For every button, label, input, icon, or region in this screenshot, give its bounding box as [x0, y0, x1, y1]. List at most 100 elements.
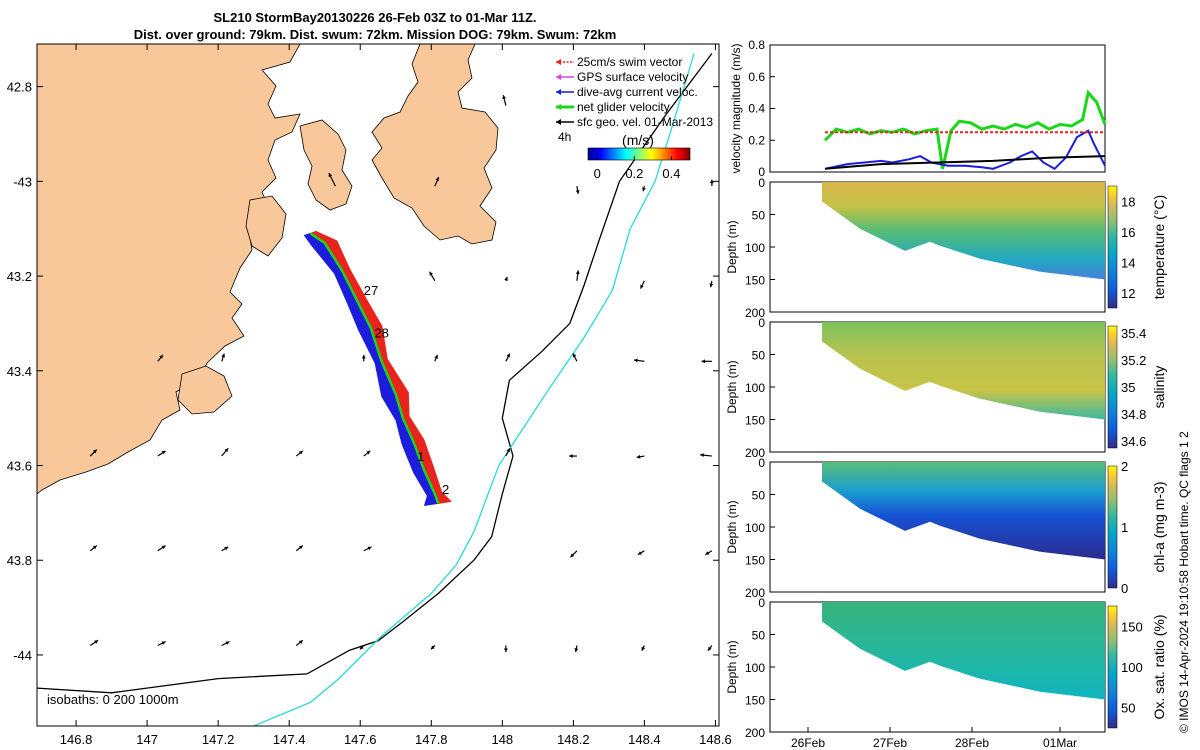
- title-line1: SL210 StormBay20130226 26-Feb 03Z to 01-…: [214, 10, 537, 25]
- section-y-tick-label: 0: [758, 316, 765, 330]
- surface-vector-head: [709, 283, 714, 288]
- colorbar-tick-label: 0.4: [662, 166, 680, 181]
- surface-vector-head: [161, 450, 166, 455]
- surface-vector-head: [506, 353, 510, 358]
- isobaths-label: isobaths: 0 200 1000m: [47, 692, 179, 707]
- legend-label: dive-avg current veloc.: [577, 85, 698, 99]
- map-frame: [36, 43, 720, 727]
- surface-vector-head: [640, 284, 644, 289]
- section-cbar-tick-label: 150: [1121, 619, 1143, 634]
- surface-vector-head: [634, 358, 638, 363]
- surface-vector-head: [298, 450, 303, 455]
- legend-arrowhead: [556, 119, 561, 125]
- section-y-label: Depth (m): [725, 500, 739, 553]
- y-tick-label: 43.8: [7, 553, 32, 568]
- surface-vector-head: [328, 173, 333, 178]
- title-line2: Dist. over ground: 79km. Dist. swum: 72k…: [134, 27, 617, 42]
- surface-vector-head: [575, 270, 580, 275]
- surface-vector-head: [221, 353, 226, 358]
- velocity-frame: [769, 44, 1106, 173]
- section-cbar-tick-label: 50: [1121, 701, 1135, 716]
- section-y-tick-label: 50: [752, 489, 766, 503]
- x-tick-label: 148.2: [557, 732, 590, 747]
- land-mainland: [37, 44, 301, 495]
- surface-vector-head: [504, 276, 508, 281]
- surface-vector-head: [159, 354, 163, 359]
- section-y-tick-label: 50: [752, 209, 766, 223]
- section-cbar-tick-label: 100: [1121, 660, 1143, 675]
- isobath-1000m: [253, 53, 695, 726]
- x-tick-label: 148: [491, 732, 513, 747]
- x-tick-label: 148.6: [699, 732, 732, 747]
- glider-track: [303, 230, 452, 507]
- x-tick-label: 147.8: [415, 732, 448, 747]
- right-panels: 0 0.2 0.4 0.6 0.8 velocity magnitude (m/s) 0 50…: [725, 38, 1167, 750]
- section-cbar-tick-label: 35: [1121, 380, 1135, 395]
- surface-vector-head: [429, 271, 434, 276]
- surface-vector-head: [707, 646, 712, 651]
- surface-vector-head: [572, 353, 577, 358]
- legend-label: sfc geo. vel. 01-Mar-2013: [577, 115, 713, 129]
- surface-vector-head: [367, 546, 372, 551]
- velocity-y-tick-label: 0.8: [748, 38, 765, 52]
- x-tick-label: 148.4: [628, 732, 661, 747]
- surface-vector-head: [570, 553, 575, 558]
- section-y-label: Depth (m): [725, 360, 739, 413]
- surface-vector-head: [569, 454, 573, 458]
- surface-vector-head: [224, 546, 229, 551]
- section-y-tick-label: 200: [745, 446, 765, 460]
- section-y-tick-label: 0: [758, 176, 765, 190]
- section-cbar-tick-label: 35.2: [1121, 353, 1146, 368]
- surface-vector-head: [574, 648, 579, 652]
- surface-vector-head: [709, 179, 714, 184]
- section-y-label: Depth (m): [725, 640, 739, 693]
- surface-vector-head: [435, 176, 440, 181]
- surface-vector-head: [637, 551, 642, 555]
- section-colorbar: [1107, 605, 1118, 729]
- surface-vector-head: [359, 645, 364, 650]
- section-cbar-tick-label: 14: [1121, 255, 1135, 270]
- x-tick-label: 147.4: [273, 732, 306, 747]
- surface-vector-head: [225, 641, 230, 645]
- surface-vector-head: [636, 454, 641, 459]
- velocity-y-label: velocity magnitude (m/s): [729, 43, 743, 173]
- velocity-y-tick-label: 0.2: [748, 133, 765, 147]
- x-tick-label: 147.2: [202, 732, 235, 747]
- section-colorbar: [1107, 185, 1118, 309]
- section-y-tick-label: 50: [752, 629, 766, 643]
- land-island: [245, 195, 287, 257]
- copyright-note: © IMOS 14-Apr-2024 19:10:58 Hobart time.…: [1177, 431, 1191, 733]
- map-x-ticks: 146.8 147 147.2 147.4 147.6 147.8 148 148.2 148.…: [60, 44, 732, 747]
- legend-arrowhead: [556, 74, 561, 80]
- velocity-y-tick-label: 0.6: [748, 70, 765, 84]
- y-tick-label: 43.2: [7, 269, 32, 284]
- section-y-tick-label: 100: [745, 241, 765, 255]
- section-y-tick-label: 150: [745, 694, 765, 708]
- x-tick-label: 146.8: [60, 732, 93, 747]
- section-cbar-tick-label: 35.4: [1121, 326, 1146, 341]
- surface-vector-head: [361, 354, 366, 359]
- section-panel-0: 0 50 100 150 200 Depth (m) 12 14 16 18 temperature…: [725, 176, 1167, 320]
- section-cbar-tick-label: 12: [1121, 286, 1135, 301]
- legend-label: 25cm/s swim vector: [577, 55, 682, 69]
- section-colorbar: [1107, 325, 1118, 449]
- section-y-label: Depth (m): [725, 220, 739, 273]
- surface-vector-head: [506, 448, 510, 453]
- surface-vector-head: [430, 645, 435, 650]
- time-tick-label: 26Feb: [791, 736, 825, 750]
- land-northeast: [371, 44, 499, 245]
- section-fill: [822, 182, 1105, 280]
- colorbar-tick-label: 0.2: [625, 166, 643, 181]
- section-y-tick-label: 150: [745, 414, 765, 428]
- section-colorbar: [1107, 465, 1118, 589]
- surface-vector-head: [701, 359, 706, 364]
- section-y-tick-label: 150: [745, 554, 765, 568]
- legend-label: GPS surface velocity: [577, 70, 688, 84]
- x-tick-label: 147.6: [344, 732, 377, 747]
- section-panel-3: 0 50 100 150 200 Depth (m) 50 100 150 Ox. sat. ra…: [725, 596, 1167, 750]
- section-cbar-tick-label: 2: [1121, 459, 1128, 474]
- day-labels: 27 28 1 2: [364, 283, 449, 497]
- section-y-tick-label: 200: [745, 586, 765, 600]
- land-tasman-peninsula: [177, 365, 233, 415]
